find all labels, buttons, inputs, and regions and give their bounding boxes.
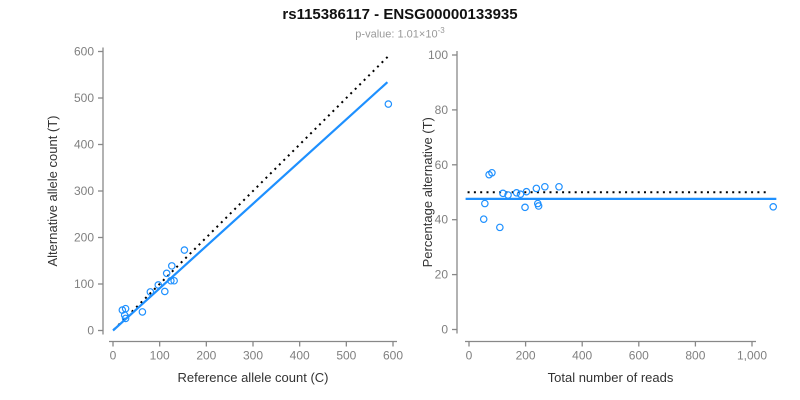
y-tick-label: 100 xyxy=(74,277,94,291)
data-point xyxy=(120,311,129,319)
data-point xyxy=(138,308,147,316)
x-tick-label: 200 xyxy=(196,349,216,363)
x-tick-label: 1,000 xyxy=(737,349,767,363)
data-point xyxy=(555,182,563,191)
y-axis-title: Percentage alternative (T) xyxy=(420,117,435,267)
pvalue-exponent: -3 xyxy=(437,26,445,35)
data-point xyxy=(522,187,531,196)
data-point xyxy=(532,184,541,193)
y-tick-label: 60 xyxy=(435,158,449,172)
y-tick-label: 80 xyxy=(435,103,449,117)
y-axis-title: Alternative allele count (T) xyxy=(45,115,60,266)
data-point xyxy=(541,182,549,191)
chart-title: rs115386117 - ENSG00000133935 xyxy=(282,6,518,23)
y-tick-label: 300 xyxy=(74,184,94,198)
data-point xyxy=(154,281,163,289)
data-point xyxy=(384,100,393,108)
pvalue-text: p-value: 1.01×10 xyxy=(355,28,438,41)
data-point xyxy=(504,191,512,199)
fit-line xyxy=(112,81,389,332)
x-tick-label: 800 xyxy=(685,349,705,363)
y-tick-label: 40 xyxy=(435,213,449,227)
x-tick-label: 0 xyxy=(110,349,117,363)
data-point xyxy=(521,203,529,212)
panel-percentage-alternative: 0 200 400 600 800 1,000 0 20 40 60 80 100 Total numb… xyxy=(420,48,778,385)
x-tick-label: 300 xyxy=(243,349,263,363)
chart-subtitle: p-value: 1.01×10-3 xyxy=(0,24,800,42)
identity-line xyxy=(113,53,391,331)
y-tick-label: 0 xyxy=(441,323,448,337)
data-point xyxy=(534,202,543,210)
x-tick-label: 600 xyxy=(629,349,649,363)
data-point xyxy=(488,168,496,177)
y-tick-label: 600 xyxy=(74,45,94,59)
panel-allele-counts: 0 100 200 300 400 500 600 0 100 200 300 400 500 600 Re… xyxy=(45,45,403,386)
x-tick-label: 200 xyxy=(516,349,536,363)
chart-header: rs115386117 - ENSG00000133935 p-value: 1… xyxy=(0,6,800,42)
data-point xyxy=(769,202,778,211)
x-tick-label: 400 xyxy=(290,349,310,363)
x-tick-label: 100 xyxy=(150,349,170,363)
data-point xyxy=(496,223,504,232)
x-tick-label: 500 xyxy=(336,349,356,363)
y-tick-label: 400 xyxy=(74,138,94,152)
data-point xyxy=(162,269,171,278)
y-tick-label: 200 xyxy=(74,231,94,245)
y-tick-label: 20 xyxy=(435,268,449,282)
data-point xyxy=(499,189,507,198)
data-point xyxy=(481,199,489,208)
y-tick-label: 100 xyxy=(428,48,448,62)
x-tick-label: 400 xyxy=(572,349,592,363)
y-tick-label: 500 xyxy=(74,91,94,105)
data-point xyxy=(479,215,488,223)
x-axis-title: Total number of reads xyxy=(548,370,674,385)
data-point xyxy=(180,246,189,254)
data-point xyxy=(146,288,155,296)
data-point xyxy=(170,276,178,285)
data-point xyxy=(512,188,521,197)
x-tick-label: 600 xyxy=(383,349,403,363)
y-tick-label: 0 xyxy=(87,324,94,338)
data-point xyxy=(167,276,175,285)
data-point xyxy=(161,287,169,296)
x-axis-title: Reference allele count (C) xyxy=(177,370,328,385)
data-point xyxy=(168,262,176,270)
x-tick-label: 0 xyxy=(466,349,473,363)
data-point xyxy=(121,314,130,323)
